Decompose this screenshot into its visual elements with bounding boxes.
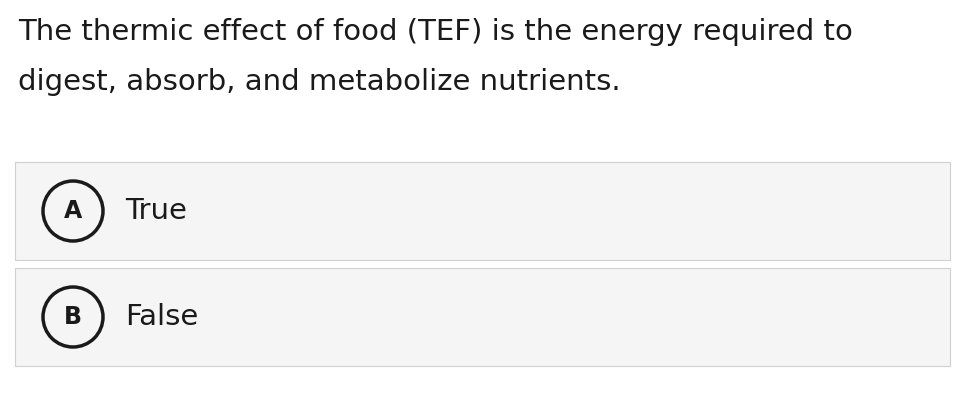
- Text: digest, absorb, and metabolize nutrients.: digest, absorb, and metabolize nutrients…: [18, 68, 620, 96]
- Text: False: False: [125, 303, 198, 331]
- Text: True: True: [125, 197, 187, 225]
- Text: The thermic effect of food (TEF) is the energy required to: The thermic effect of food (TEF) is the …: [18, 18, 853, 46]
- FancyBboxPatch shape: [15, 268, 950, 366]
- Text: A: A: [64, 199, 82, 223]
- FancyBboxPatch shape: [15, 162, 950, 260]
- Text: B: B: [64, 305, 82, 329]
